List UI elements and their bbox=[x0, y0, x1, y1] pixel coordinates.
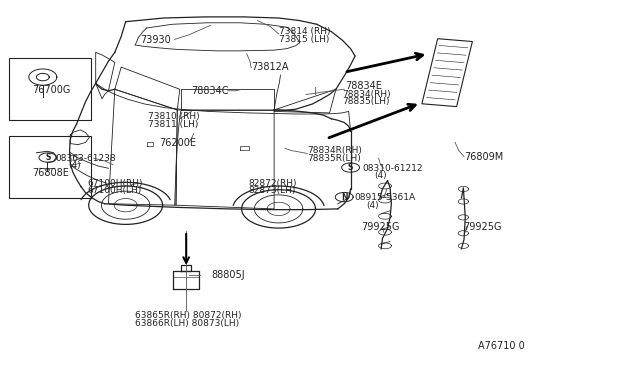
Text: 08915-5361A: 08915-5361A bbox=[355, 193, 415, 202]
Text: 73814 (RH): 73814 (RH) bbox=[278, 27, 330, 36]
Text: 76200E: 76200E bbox=[159, 138, 196, 148]
Text: (4): (4) bbox=[68, 161, 81, 170]
Text: 63865R(RH) 80872(RH): 63865R(RH) 80872(RH) bbox=[135, 311, 242, 320]
Text: A76710 0: A76710 0 bbox=[478, 340, 525, 350]
Text: 08363-61238: 08363-61238 bbox=[56, 154, 116, 163]
Bar bbox=[9, 58, 91, 120]
Text: 78835R(LH): 78835R(LH) bbox=[307, 154, 361, 163]
Text: 76700G: 76700G bbox=[32, 85, 70, 95]
Text: 67100H(RH): 67100H(RH) bbox=[88, 179, 143, 187]
Bar bbox=[422, 39, 472, 107]
Text: 73810 (RH): 73810 (RH) bbox=[148, 112, 200, 121]
Text: 82872(RH): 82872(RH) bbox=[248, 179, 297, 187]
Text: 73815 (LH): 73815 (LH) bbox=[278, 35, 329, 44]
Text: 76809M: 76809M bbox=[464, 152, 503, 162]
Text: 88805J: 88805J bbox=[212, 270, 245, 280]
Bar bbox=[9, 136, 91, 198]
Text: 79925G: 79925G bbox=[362, 222, 400, 232]
Text: 78835(LH): 78835(LH) bbox=[342, 97, 390, 106]
Text: S: S bbox=[348, 163, 353, 172]
Text: 73811 (LH): 73811 (LH) bbox=[148, 120, 198, 129]
Text: S: S bbox=[45, 153, 51, 162]
Text: 82873(LH): 82873(LH) bbox=[248, 186, 296, 195]
Text: N: N bbox=[341, 193, 348, 202]
Text: 73930: 73930 bbox=[140, 35, 171, 45]
Text: 76808E: 76808E bbox=[32, 168, 69, 178]
Text: 08310-61212: 08310-61212 bbox=[362, 164, 422, 173]
Text: 78834R(RH): 78834R(RH) bbox=[307, 147, 362, 155]
Text: 63866R(LH) 80873(LH): 63866R(LH) 80873(LH) bbox=[135, 319, 239, 328]
Text: 78834C: 78834C bbox=[191, 86, 228, 96]
Text: 73812A: 73812A bbox=[251, 62, 289, 72]
Text: (4): (4) bbox=[367, 201, 379, 210]
Text: 67100H(LH): 67100H(LH) bbox=[88, 186, 141, 195]
Text: 78834E: 78834E bbox=[346, 81, 382, 91]
Text: (4): (4) bbox=[374, 171, 387, 180]
Text: 79925G: 79925G bbox=[463, 222, 502, 232]
Text: 78834(RH): 78834(RH) bbox=[342, 90, 391, 99]
